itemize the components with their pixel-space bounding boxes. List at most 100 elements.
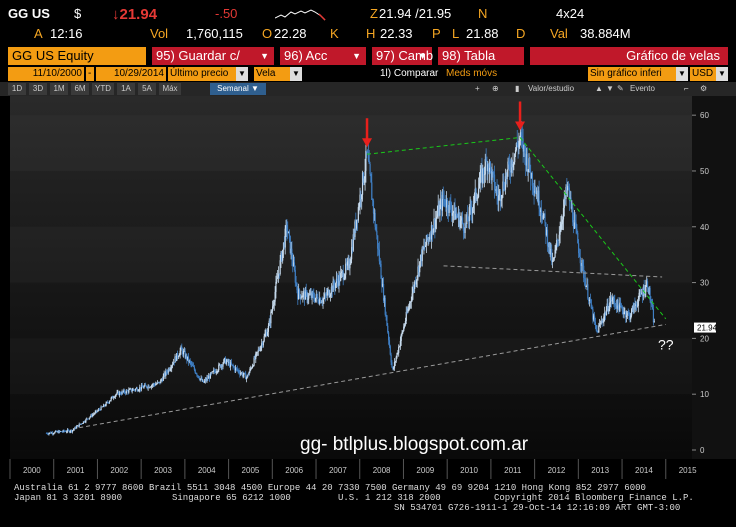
candle-body: [283, 242, 285, 248]
candle-body: [472, 208, 474, 214]
candle-body: [105, 402, 107, 406]
candle-body: [148, 385, 150, 388]
candle-body: [562, 207, 565, 220]
candle-body: [140, 385, 143, 390]
currency-select[interactable]: USD: [690, 67, 716, 81]
candle-body: [342, 271, 344, 280]
candle-body: [62, 430, 64, 432]
candle-body: [464, 222, 466, 233]
candle-body: [57, 431, 59, 434]
candle-body: [147, 385, 149, 389]
candle-body: [559, 231, 561, 235]
candle-body: [651, 304, 654, 310]
candle-body: [289, 235, 291, 254]
pin-icon[interactable]: ⌐: [684, 84, 689, 93]
candle-body: [227, 359, 229, 364]
candle-body: [456, 215, 459, 218]
candle-body: [271, 306, 274, 311]
range-tab-ytd[interactable]: YTD: [92, 83, 114, 95]
candle-body: [640, 292, 642, 295]
candle-body: [162, 375, 164, 381]
candle-body: [553, 256, 555, 260]
chevron-down-icon[interactable]: ▼: [716, 67, 728, 81]
candle-body: [461, 217, 464, 224]
chevron-down-icon[interactable]: ▼: [676, 67, 688, 81]
candle-body: [319, 298, 322, 303]
frequency-select[interactable]: Semanal ▼: [210, 83, 266, 95]
candle-body: [224, 357, 227, 364]
candle-body: [133, 389, 135, 390]
range-tab-1d[interactable]: 1D: [8, 83, 26, 95]
value-study-button[interactable]: Valor/estudio: [528, 84, 575, 93]
range-tab-máx[interactable]: Máx: [159, 83, 181, 95]
end-date-field[interactable]: 10/29/2014: [96, 67, 166, 81]
moving-avg-button[interactable]: Meds móvs: [446, 68, 498, 79]
table-button[interactable]: 98) Tabla: [438, 47, 524, 65]
candle-body: [579, 256, 581, 264]
candle-body: [383, 297, 386, 301]
candle-body: [110, 397, 112, 401]
lower-chart-select[interactable]: Sin gráfico inferi: [588, 67, 676, 81]
candle-body: [363, 178, 365, 183]
save-button[interactable]: 95) Guardar c/ ▼: [152, 47, 274, 65]
actions-button[interactable]: 96) Acc ▼: [280, 47, 366, 65]
range-tab-3d[interactable]: 3D: [29, 83, 47, 95]
candle-body: [590, 299, 592, 308]
candle-body: [68, 430, 70, 433]
candle-body: [514, 150, 517, 154]
trendlines: [79, 136, 667, 429]
candle-body: [627, 312, 629, 314]
candle-body: [71, 430, 74, 432]
candle-body: [548, 242, 550, 248]
candle-body: [144, 384, 146, 387]
event-button[interactable]: Evento: [630, 84, 655, 93]
price-series: [45, 121, 655, 436]
candle-body: [80, 423, 82, 425]
chevron-down-icon[interactable]: ▼: [236, 67, 248, 81]
candle-body: [228, 362, 230, 364]
price-type-select[interactable]: Último precio: [168, 67, 236, 81]
chart-kind-select[interactable]: Vela: [254, 67, 290, 81]
candle-body: [396, 353, 398, 358]
chevron-down-icon[interactable]: ▼: [290, 67, 302, 81]
security-field[interactable]: GG US Equity: [8, 47, 146, 65]
candle-body: [160, 379, 162, 384]
candle-body: [320, 302, 322, 303]
candle-body: [369, 164, 371, 175]
range-tab-1a[interactable]: 1A: [117, 83, 135, 95]
candle-body: [74, 427, 76, 429]
range-tab-6m[interactable]: 6M: [71, 83, 89, 95]
candle-body: [645, 285, 647, 292]
candle-body: [408, 307, 410, 309]
change-button[interactable]: 97) Camb ▼: [372, 47, 433, 65]
candle-body: [121, 391, 123, 395]
candle-body: [624, 311, 626, 313]
candle-body: [535, 190, 537, 194]
trendline: [366, 136, 521, 155]
footer-serial: SN 534701 G726-1911-1 29-Oct-14 12:16:09…: [394, 503, 681, 513]
candle-body: [198, 375, 200, 378]
candle-body: [94, 411, 96, 414]
crosshair-icon[interactable]: +: [475, 84, 480, 93]
candle-body: [193, 366, 196, 370]
candle-body: [404, 321, 407, 325]
range-tab-5a[interactable]: 5A: [138, 83, 156, 95]
candle-body: [521, 136, 523, 139]
start-date-field[interactable]: 11/10/2000: [8, 67, 84, 81]
compare-button[interactable]: 1l) Comparar: [380, 68, 439, 79]
candle-body: [229, 362, 231, 367]
candle-body: [530, 173, 533, 179]
candle-body: [392, 367, 394, 370]
question-annotation: ??: [658, 337, 674, 353]
candle-body: [499, 191, 502, 202]
range-tab-1m[interactable]: 1M: [50, 83, 68, 95]
zoom-icon[interactable]: ⊕: [492, 84, 499, 93]
candle-body: [452, 211, 454, 214]
candle-body: [584, 278, 586, 287]
candle-body: [134, 388, 137, 391]
settings-icon[interactable]: ⚙: [700, 84, 708, 93]
candle-body: [414, 281, 417, 285]
candle-body: [556, 239, 559, 241]
y-tick-label: 50: [700, 167, 709, 176]
bid-ask-label: Z: [370, 6, 378, 21]
